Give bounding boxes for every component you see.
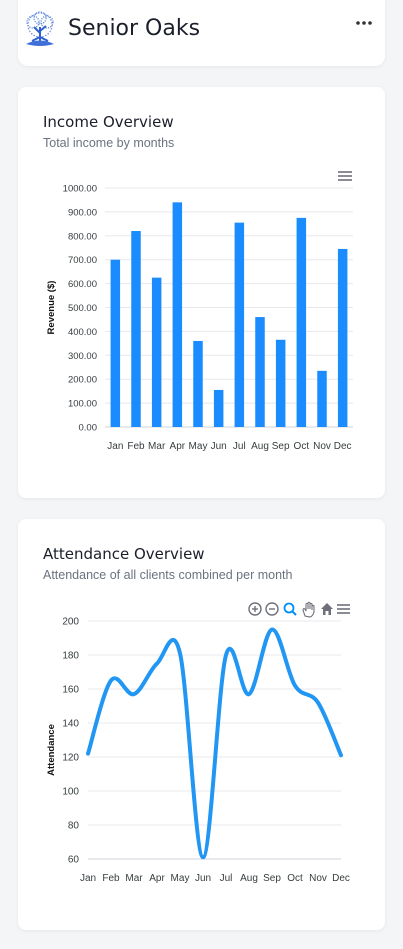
zoom-out-icon[interactable] [265, 602, 279, 616]
y-tick-label: 300.00 [68, 351, 97, 362]
x-tick-label: Jul [220, 873, 233, 884]
card-title: Attendance Overview [43, 545, 205, 563]
app-header: Senior Oaks [18, 0, 385, 66]
y-axis-title: Attendance [46, 724, 57, 776]
x-tick-label: Feb [102, 873, 120, 884]
more-options-button[interactable] [353, 12, 375, 34]
x-tick-label: Oct [294, 441, 310, 452]
bar [337, 248, 348, 427]
y-tick-label: 160 [62, 685, 79, 696]
x-tick-label: May [189, 441, 208, 452]
y-tick-label: 1000.00 [63, 184, 97, 195]
home-icon[interactable] [321, 603, 333, 615]
x-tick-label: May [171, 873, 190, 884]
y-tick-label: 200.00 [68, 375, 97, 386]
y-tick-label: 800.00 [68, 231, 97, 242]
x-tick-label: Jan [80, 873, 96, 884]
x-tick-label: Aug [240, 873, 258, 884]
x-tick-label: Aug [251, 441, 269, 452]
y-tick-label: 100.00 [68, 399, 97, 410]
x-tick-label: Mar [148, 441, 166, 452]
attendance-line-chart: 60 80 100 120 140 160 180 200 Jan Feb Mar Apr May Jun… [46, 617, 350, 885]
y-axis-title: Revenue ($) [46, 281, 57, 335]
bar [255, 317, 265, 427]
x-tick-label: Apr [170, 441, 186, 452]
series-line [86, 627, 343, 860]
bar [193, 340, 203, 427]
x-tick-label: Oct [287, 873, 303, 884]
bar [213, 389, 224, 427]
bar [110, 259, 121, 427]
y-tick-label: 80 [68, 821, 80, 832]
chart-toolbar [246, 600, 356, 618]
zoom-in-icon[interactable] [248, 602, 262, 616]
y-tick-label: 400.00 [68, 327, 97, 338]
y-tick-label: 700.00 [68, 255, 97, 266]
x-tick-label: Nov [309, 873, 327, 884]
x-tick-label: Mar [125, 873, 143, 884]
income-overview-card: Income Overview Total income by months 0… [18, 87, 385, 498]
y-tick-label: 200 [62, 617, 79, 628]
y-tick-label: 120 [62, 753, 79, 764]
x-tick-label: Dec [332, 873, 350, 884]
x-tick-label: Jun [195, 873, 211, 884]
income-bar-chart: 0.00 100.00 200.00 300.00 400.00 500.00 600.00… [46, 184, 353, 452]
x-tick-label: Nov [313, 441, 331, 452]
x-tick-label: Sep [272, 441, 290, 452]
x-tick-label: Apr [149, 873, 165, 884]
card-subtitle: Total income by months [43, 136, 175, 150]
y-tick-label: 60 [68, 855, 80, 866]
y-tick-label: 140 [62, 719, 79, 730]
card-title: Income Overview [43, 113, 174, 131]
bar [317, 370, 327, 427]
hand-icon[interactable] [302, 601, 315, 618]
y-tick-label: 180 [62, 651, 79, 662]
x-tick-label: Jul [233, 441, 246, 452]
y-tick-label: 500.00 [68, 303, 97, 314]
app-title: Senior Oaks [68, 16, 201, 41]
y-tick-label: 600.00 [68, 279, 97, 290]
bar [296, 217, 307, 427]
bar [151, 277, 162, 427]
x-tick-label: Jun [211, 441, 227, 452]
x-tick-label: Feb [127, 441, 145, 452]
x-tick-label: Dec [334, 441, 352, 452]
bar [172, 202, 183, 427]
attendance-overview-card: Attendance Overview Attendance of all cl… [18, 519, 385, 930]
bar [275, 339, 286, 427]
y-tick-label: 900.00 [68, 207, 97, 218]
card-subtitle: Attendance of all clients combined per m… [43, 568, 293, 582]
x-tick-label: Jan [107, 441, 123, 452]
bar [234, 222, 245, 427]
ellipsis-icon [356, 21, 372, 25]
hamburger-menu-icon [338, 171, 352, 181]
x-tick-label: Sep [263, 873, 281, 884]
y-tick-label: 100 [62, 787, 79, 798]
chart-menu-button[interactable] [336, 169, 354, 183]
y-tick-label: 0.00 [79, 423, 98, 434]
hamburger-menu-icon[interactable] [337, 604, 350, 614]
bar [131, 231, 141, 427]
tree-logo-icon [26, 11, 54, 46]
magnifier-icon[interactable] [283, 602, 297, 616]
